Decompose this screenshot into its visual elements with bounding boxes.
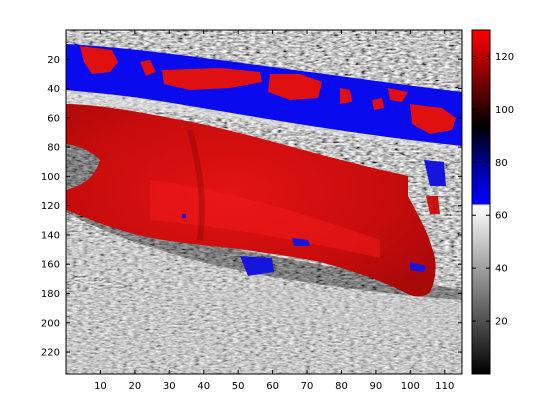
colorbar-tick-label: 120 — [495, 52, 514, 63]
colorbar-tick-label: 60 — [495, 211, 508, 222]
colorbar: 20 40 60 80 100 120 — [471, 29, 514, 375]
x-tick-label: 100 — [401, 381, 420, 392]
colorbar-tick-label: 20 — [495, 317, 508, 328]
colorbar-tick-label: 80 — [495, 158, 508, 169]
y-tick-label: 80 — [47, 143, 60, 154]
y-tick-label: 220 — [41, 348, 60, 359]
x-tick-label: 110 — [435, 381, 454, 392]
image-axes-box — [65, 29, 463, 375]
ultrasound-image — [66, 30, 462, 374]
x-tick-label: 80 — [335, 381, 348, 392]
x-tick-label: 70 — [301, 381, 314, 392]
blue-flow-region — [66, 44, 462, 146]
colorbar-ticks: 20 40 60 80 100 120 — [472, 52, 514, 328]
x-tick-label: 30 — [163, 381, 176, 392]
x-tick-label: 50 — [232, 381, 245, 392]
red-flow-speckles — [80, 46, 456, 134]
y-tick-label: 60 — [47, 113, 60, 124]
y-tick-label: 160 — [41, 260, 60, 271]
colorbar-tick-label: 40 — [495, 264, 508, 275]
x-tick-label: 40 — [197, 381, 210, 392]
y-tick-label: 100 — [41, 172, 60, 183]
colorbar-tick-label: 100 — [495, 105, 514, 116]
y-tick-label: 140 — [41, 230, 60, 241]
y-axis: 20 40 60 80 100 120 140 160 180 200 220 — [41, 55, 462, 359]
x-tick-label: 20 — [129, 381, 142, 392]
y-tick-label: 20 — [47, 55, 60, 66]
x-axis: 10 20 30 40 50 60 70 80 90 100 110 — [94, 30, 454, 392]
x-tick-label: 60 — [266, 381, 279, 392]
y-tick-label: 120 — [41, 201, 60, 212]
x-tick-label: 10 — [94, 381, 107, 392]
y-tick-label: 40 — [47, 84, 60, 95]
colorbar-gradient — [472, 30, 490, 374]
bright-tissue-band-upper — [66, 88, 462, 152]
x-tick-label: 90 — [370, 381, 383, 392]
y-tick-label: 180 — [41, 289, 60, 300]
blue-flow-specks — [182, 160, 446, 276]
y-tick-label: 200 — [41, 318, 60, 329]
